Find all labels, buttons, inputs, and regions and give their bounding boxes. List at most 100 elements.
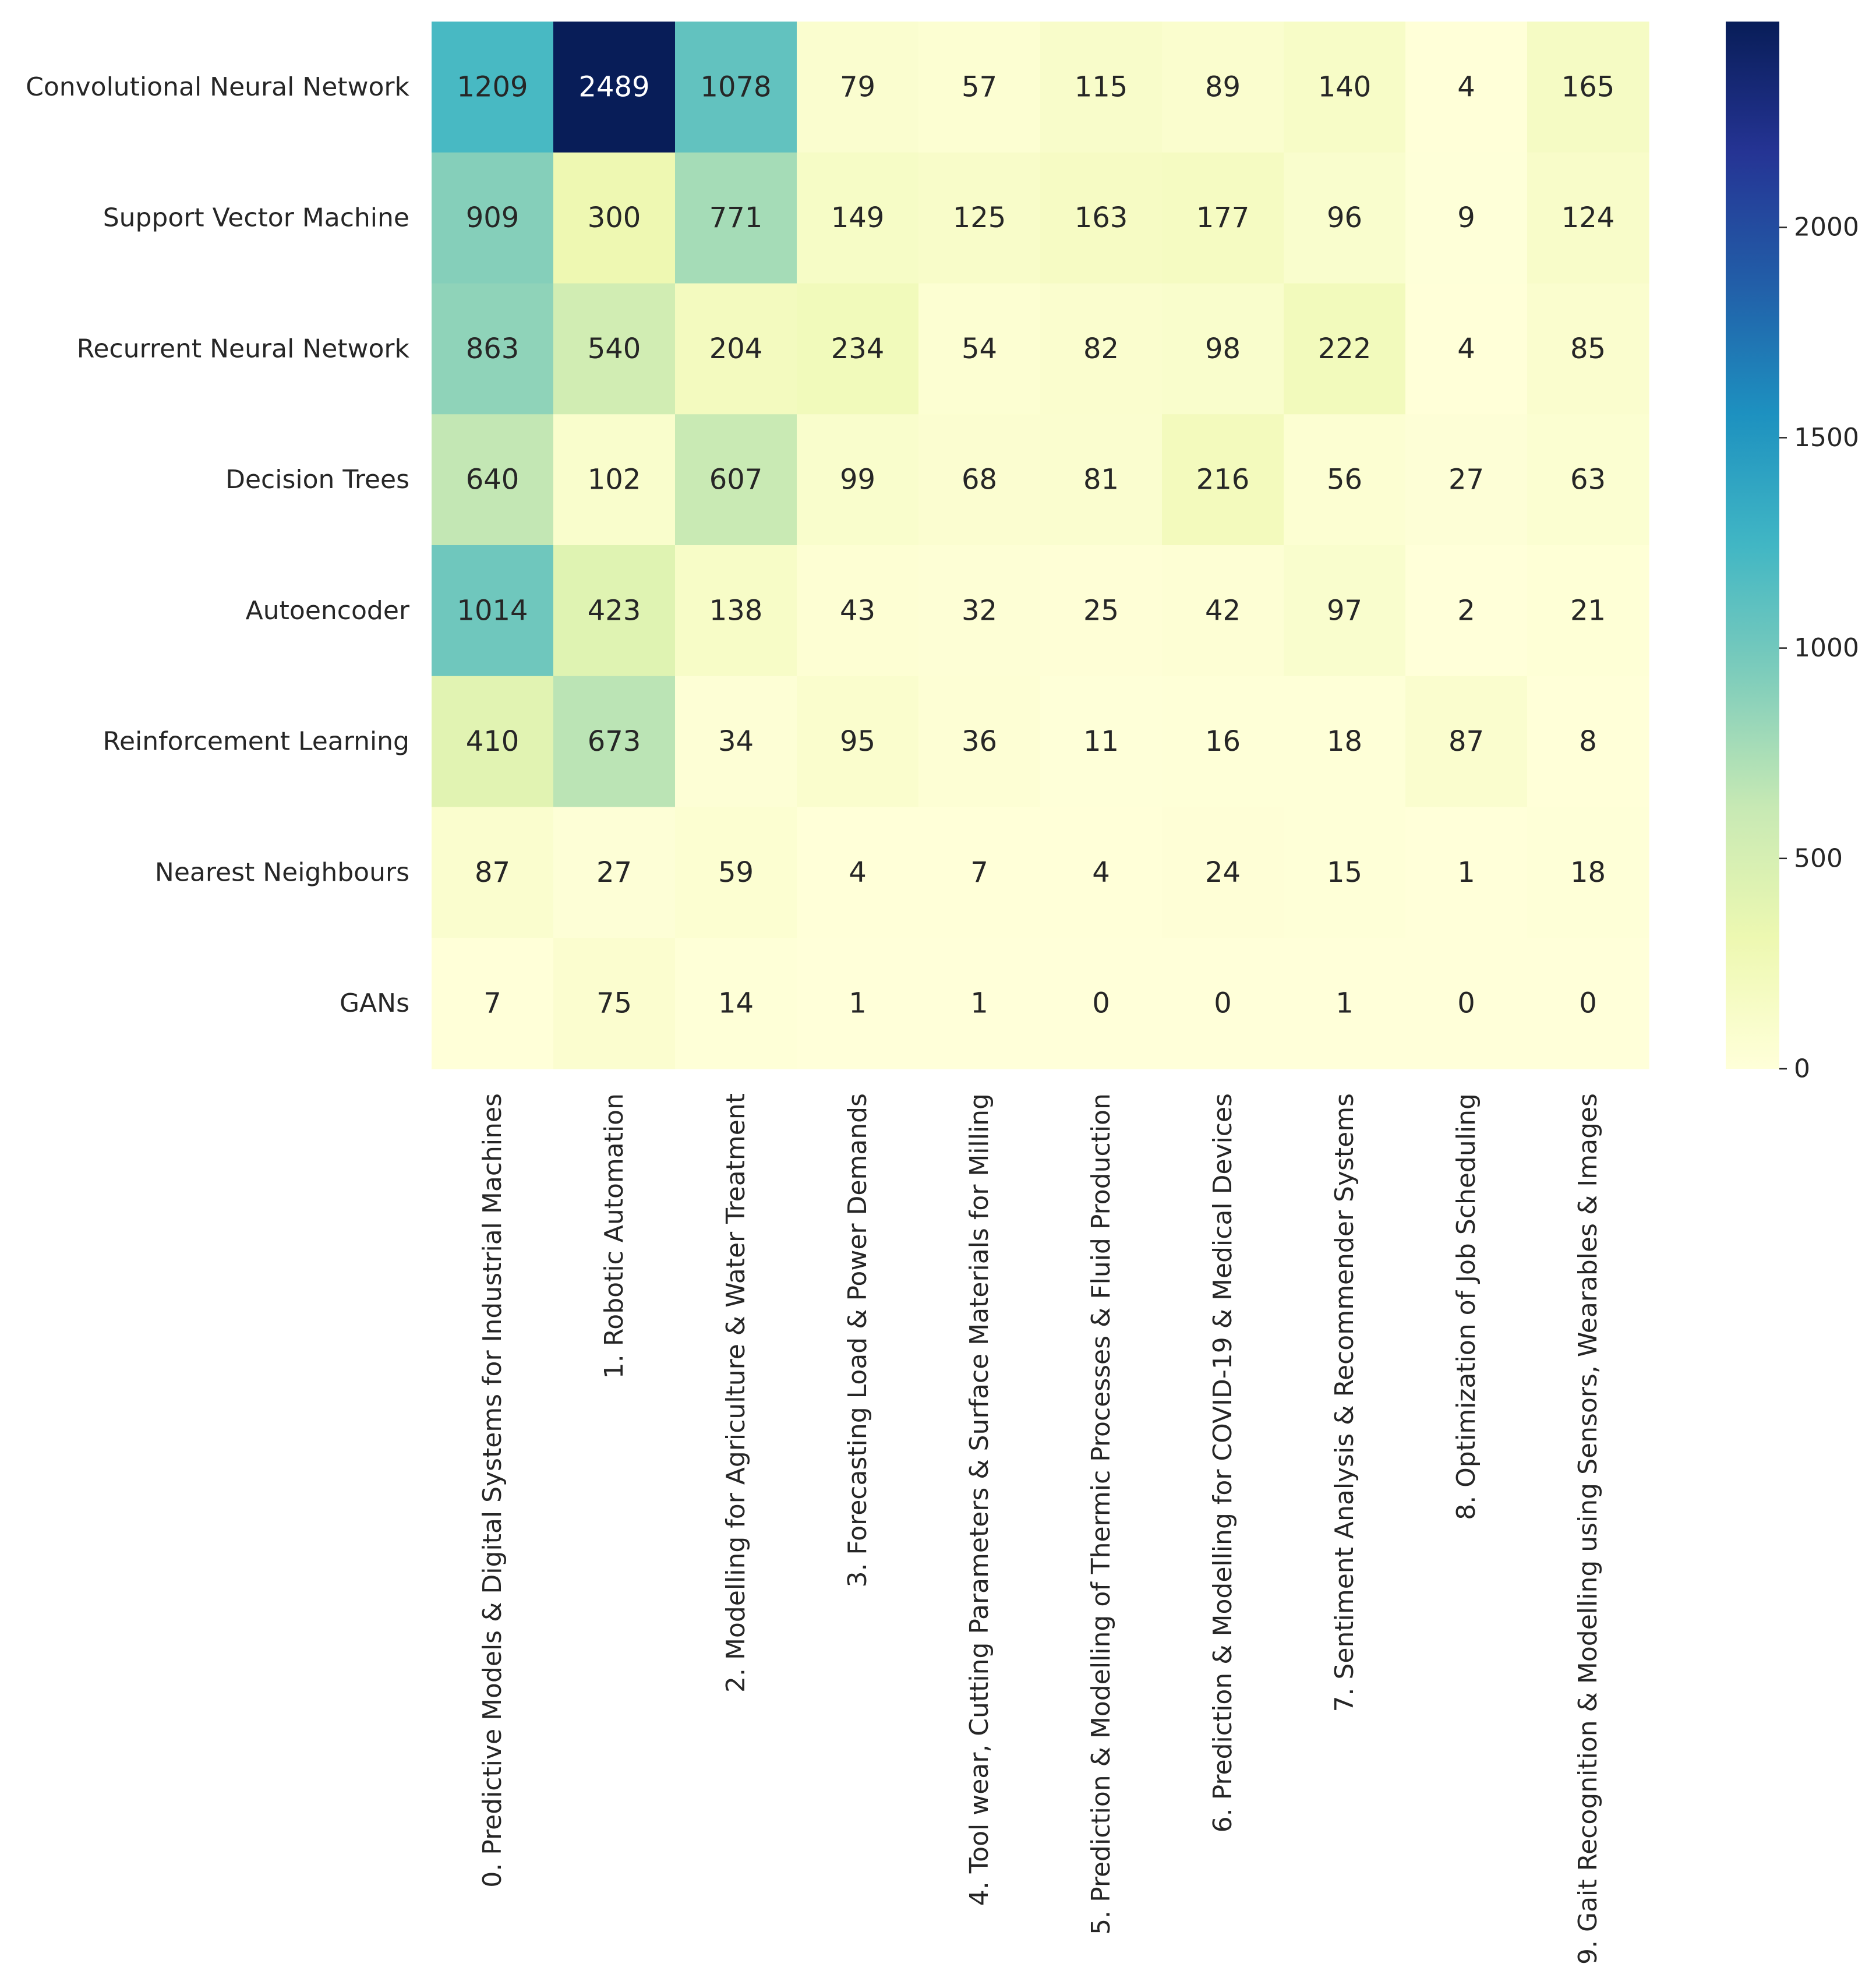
cell-value-label: 300 [588, 202, 641, 234]
heatmap-cell [1162, 545, 1284, 677]
cell-value-label: 14 [718, 987, 754, 1020]
row-tick-label: Autoencoder [246, 596, 410, 626]
cell-value-label: 95 [840, 725, 875, 758]
heatmap-cell [553, 283, 676, 415]
heatmap-cell [1405, 283, 1528, 415]
heatmap-cell [1527, 938, 1649, 1069]
heatmap-cell [1405, 676, 1528, 808]
heatmap-cell [1040, 414, 1163, 546]
colorbar-ticks: 0 500 1000 1500 2000 [1779, 213, 1859, 1084]
cell-value-label: 177 [1196, 202, 1250, 234]
heatmap-cell [432, 152, 554, 284]
heatmap-cell [553, 22, 676, 153]
column-tick-label: 0. Predictive Models & Digital Systems f… [478, 1093, 507, 1888]
row-tick-label: Recurrent Neural Network [77, 334, 410, 363]
heatmap-cell [1040, 676, 1163, 808]
heatmap-cell [1162, 938, 1284, 1069]
cell-value-label: 863 [466, 333, 520, 365]
column-tick-label: 5. Prediction & Modelling of Thermic Pro… [1086, 1093, 1116, 1935]
heatmap-cell [675, 545, 797, 677]
cell-value-label: 24 [1205, 856, 1241, 889]
heatmap-cell [1040, 283, 1163, 415]
heatmap-cell [1527, 676, 1649, 808]
heatmap-cell [675, 938, 797, 1069]
cell-value-label: 97 [1327, 594, 1362, 627]
heatmap-cell [1284, 414, 1406, 546]
colorbar: 0 500 1000 1500 2000 [1726, 22, 1859, 1084]
heatmap-cell [1284, 676, 1406, 808]
cell-value-label: 2 [1457, 594, 1475, 627]
cell-value-label: 89 [1205, 70, 1241, 103]
heatmap-cell [797, 283, 919, 415]
heatmap-cell [432, 283, 554, 415]
cell-value-label: 11 [1083, 725, 1119, 758]
cell-value-label: 43 [840, 594, 875, 627]
row-labels: Convolutional Neural Network Support Vect… [26, 72, 410, 1018]
colorbar-gradient [1726, 22, 1779, 1069]
heatmap-cell [797, 152, 919, 284]
cell-value-label: 16 [1205, 725, 1241, 758]
row-tick-label: Nearest Neighbours [155, 857, 409, 887]
cell-value-label: 8 [1579, 725, 1597, 758]
cell-value-label: 34 [718, 725, 754, 758]
heatmap-cell [675, 414, 797, 546]
cell-value-label: 27 [596, 856, 632, 889]
cell-value-label: 1209 [457, 70, 528, 103]
cell-value-label: 7 [970, 856, 988, 889]
cell-value-label: 102 [588, 464, 641, 496]
cell-value-label: 99 [840, 464, 875, 496]
heatmap-cell [797, 807, 919, 938]
colorbar-tick-label: 2000 [1794, 213, 1859, 242]
heatmap-cell [432, 807, 554, 938]
heatmap-cell [1162, 152, 1284, 284]
cell-value-label: 56 [1327, 464, 1362, 496]
heatmap-cell [1162, 283, 1284, 415]
colorbar-tick-label: 1500 [1794, 423, 1859, 453]
cell-value-label: 36 [962, 725, 997, 758]
heatmap-cell [918, 938, 1041, 1069]
heatmap-cell [1405, 938, 1528, 1069]
cell-value-label: 0 [1579, 987, 1597, 1020]
heatmap-cell [432, 545, 554, 677]
cell-value-label: 18 [1570, 856, 1606, 889]
heatmap-cell [1284, 22, 1406, 153]
cell-value-label: 4 [1457, 70, 1475, 103]
heatmap-cell [1040, 807, 1163, 938]
heatmap-cell [675, 283, 797, 415]
heatmap-cell [1527, 22, 1649, 153]
row-tick-label: Reinforcement Learning [103, 727, 409, 757]
cell-value-label: 21 [1570, 594, 1606, 627]
cell-value-label: 163 [1075, 202, 1128, 234]
heatmap-cell [1527, 545, 1649, 677]
cell-value-label: 75 [596, 987, 632, 1020]
cell-value-label: 1078 [700, 70, 771, 103]
heatmap-cell [918, 22, 1041, 153]
heatmap-cell [918, 807, 1041, 938]
cell-value-label: 4 [1457, 333, 1475, 365]
cell-value-label: 222 [1318, 333, 1372, 365]
heatmap-cell [1405, 545, 1528, 677]
cell-value-label: 7 [483, 987, 501, 1020]
cell-value-label: 909 [466, 202, 520, 234]
cell-value-label: 82 [1083, 333, 1119, 365]
cell-value-label: 15 [1327, 856, 1362, 889]
column-tick-label: 6. Prediction & Modelling for COVID-19 &… [1208, 1093, 1238, 1832]
cell-value-label: 1 [1457, 856, 1475, 889]
heatmap-cell [1040, 938, 1163, 1069]
cell-value-label: 140 [1318, 70, 1372, 103]
cell-value-label: 87 [1448, 725, 1484, 758]
heatmap-cell [553, 938, 676, 1069]
cell-value-label: 0 [1092, 987, 1110, 1020]
heatmap-cell [1527, 152, 1649, 284]
cell-value-label: 27 [1448, 464, 1484, 496]
row-tick-label: Decision Trees [225, 465, 409, 495]
column-tick-label: 2. Modelling for Agriculture & Water Tre… [721, 1093, 751, 1693]
cell-value-label: 2489 [578, 70, 649, 103]
heatmap-cell [1162, 22, 1284, 153]
column-tick-label: 8. Optimization of Job Scheduling [1451, 1093, 1481, 1520]
cell-value-label: 1 [1336, 987, 1354, 1020]
cell-value-label: 85 [1570, 333, 1606, 365]
cell-value-label: 124 [1561, 202, 1615, 234]
heatmap-cell [1284, 938, 1406, 1069]
